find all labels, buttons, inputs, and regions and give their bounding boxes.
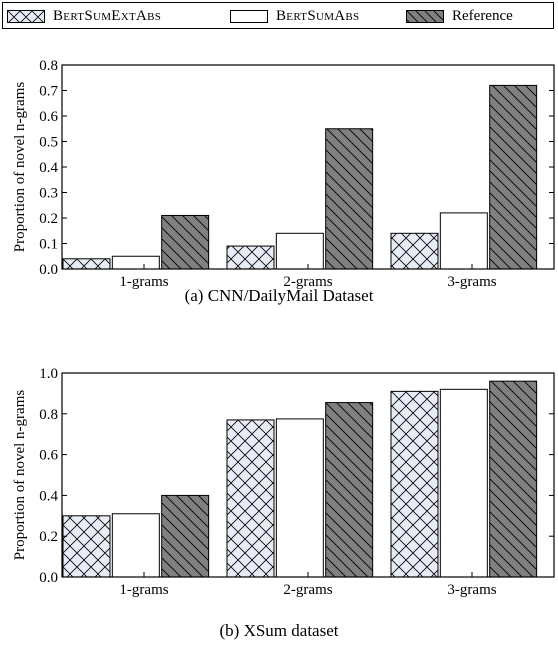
- y-tick-label: 0.6: [39, 448, 58, 464]
- legend-swatch-crosshatch: [7, 9, 45, 23]
- x-tick-label-1-grams: 1-grams: [119, 582, 168, 598]
- bar-bertsumextabs-3-grams: [390, 390, 439, 578]
- bar-bertsumextabs-1-grams: [62, 258, 111, 270]
- bar-bertsumextabs-3-grams: [390, 232, 439, 270]
- bar-reference-3-grams: [489, 84, 538, 270]
- y-axis-label: Proportion of novel n-grams: [12, 82, 28, 253]
- x-tick-label-1-grams: 1-grams: [119, 274, 168, 290]
- legend-item-bertsumabs: BertSumAbs: [230, 7, 359, 25]
- y-tick-label: 0.3: [39, 186, 58, 202]
- caption-xsum: (b) XSum dataset: [219, 621, 339, 640]
- legend-swatch-plain: [230, 9, 268, 23]
- bar-reference-3-grams: [489, 380, 538, 578]
- y-tick-label: 0.6: [39, 109, 58, 125]
- bar-reference-1-grams: [161, 214, 210, 270]
- xsum-chart: 0.0 0.2 0.4 0.6 0.8 1.0 1-grams 2-grams 3-grams P…: [12, 366, 555, 598]
- y-tick-label: 1.0: [39, 366, 58, 382]
- chart-legend: BertSumExtAbs BertSumAbs Reference: [2, 2, 554, 29]
- bar-reference-2-grams: [325, 402, 374, 578]
- y-tick-label: 0.0: [39, 262, 58, 278]
- legend-swatch-diagonal: [406, 9, 444, 23]
- legend-label-reference: Reference: [452, 7, 513, 24]
- bar-bertsumabs-2-grams: [275, 418, 324, 578]
- bar-bertsumabs-3-grams: [439, 388, 488, 578]
- y-tick-label: 0.2: [39, 211, 58, 227]
- bar-bertsumextabs-1-grams: [62, 515, 111, 578]
- bar-reference-1-grams: [161, 494, 210, 578]
- x-tick-label-3-grams: 3-grams: [447, 582, 496, 598]
- y-tick-label: 0.0: [39, 570, 58, 586]
- y-tick-label: 0.1: [39, 237, 58, 253]
- y-tick-label: 0.8: [39, 58, 58, 74]
- legend-label-bertsumabs: BertSumAbs: [276, 7, 360, 24]
- x-tick-label-2-grams: 2-grams: [283, 582, 332, 598]
- bar-bertsumabs-2-grams: [275, 232, 324, 270]
- y-tick-label: 0.4: [39, 160, 58, 176]
- y-tick-label: 0.4: [39, 488, 58, 504]
- bar-bertsumabs-1-grams: [111, 513, 160, 578]
- y-tick-label: 0.7: [39, 84, 58, 100]
- y-tick-label: 0.5: [39, 135, 58, 151]
- caption-cnn-dailymail: (a) CNN/DailyMail Dataset: [184, 286, 374, 305]
- x-tick-label-3-grams: 3-grams: [447, 274, 496, 290]
- bar-bertsumextabs-2-grams: [226, 245, 275, 270]
- y-tick-label: 0.8: [39, 407, 58, 423]
- bar-bertsumabs-1-grams: [111, 255, 160, 270]
- legend-item-bertsumextabs: BertSumExtAbs: [7, 7, 161, 25]
- x-tick-label-2-grams: 2-grams: [283, 274, 332, 290]
- bar-reference-2-grams: [325, 128, 374, 270]
- cnn-dailymail-chart: 0.0 0.1 0.2 0.3 0.4 0.5 0.6 0.7 0.8 1-grams 2-gram…: [12, 58, 555, 290]
- legend-item-reference: Reference: [406, 7, 513, 25]
- bar-bertsumextabs-2-grams: [226, 419, 275, 578]
- y-tick-label: 0.2: [39, 529, 58, 545]
- legend-label-bertsumextabs: BertSumExtAbs: [53, 7, 162, 24]
- y-axis-label: Proportion of novel n-grams: [12, 390, 28, 561]
- bar-bertsumabs-3-grams: [439, 212, 488, 270]
